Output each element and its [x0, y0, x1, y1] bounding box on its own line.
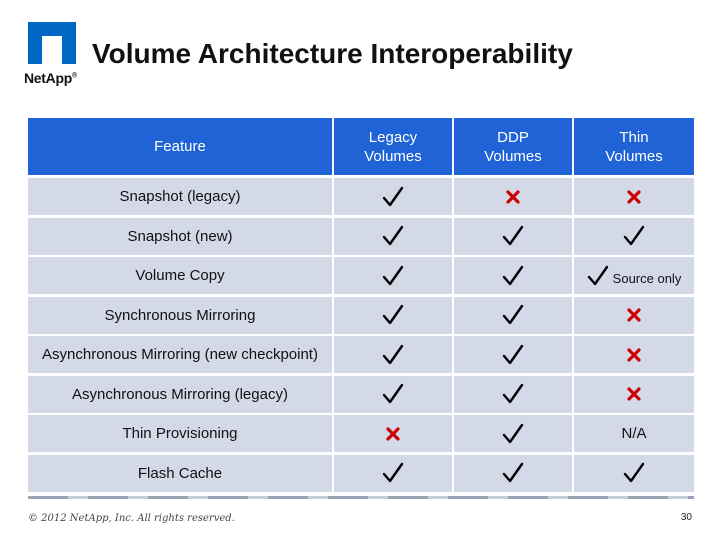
- thin-support-cell: [574, 178, 694, 215]
- support-text: N/A: [621, 425, 647, 442]
- check-icon: [502, 265, 524, 287]
- ddp-support-cell: [454, 454, 572, 492]
- legacy-support-cell: [334, 415, 452, 452]
- feature-cell: Snapshot (new): [28, 217, 332, 255]
- column-header-ddp-volumes: DDP Volumes: [454, 118, 572, 175]
- feature-cell: Synchronous Mirroring: [28, 296, 332, 334]
- check-icon: [382, 186, 404, 208]
- cross-icon: [505, 189, 521, 205]
- check-icon: [502, 383, 524, 405]
- column-header-thin-volumes: Thin Volumes: [574, 118, 694, 175]
- thin-support-cell: Source only: [574, 257, 694, 294]
- feature-cell: Thin Provisioning: [28, 415, 332, 452]
- logo-text: NetApp: [24, 70, 72, 86]
- legacy-support-cell: [334, 375, 452, 413]
- ddp-support-cell: [454, 415, 572, 452]
- page-title: Volume Architecture Interoperability: [92, 38, 573, 69]
- feature-cell: Snapshot (legacy): [28, 178, 332, 215]
- check-icon: [587, 265, 609, 287]
- check-icon: [382, 225, 404, 247]
- legacy-support-cell: [334, 336, 452, 373]
- table-row: Asynchronous Mirroring (legacy): [28, 375, 694, 413]
- legacy-support-cell: [334, 257, 452, 294]
- cross-icon: [626, 347, 642, 363]
- column-header-legacy-volumes: Legacy Volumes: [334, 118, 452, 175]
- table-row: Volume Copy Source only: [28, 257, 694, 294]
- cross-icon: [385, 426, 401, 442]
- ddp-support-cell: [454, 375, 572, 413]
- table-header-row: Feature Legacy Volumes DDP Volumes Thin …: [28, 118, 694, 175]
- netapp-logo-mark: [28, 22, 76, 64]
- thin-support-cell: [574, 336, 694, 373]
- feature-cell: Volume Copy: [28, 257, 332, 294]
- source-only-note: Source only: [612, 271, 682, 286]
- check-icon: [502, 462, 524, 484]
- thin-support-cell: [574, 217, 694, 255]
- netapp-logo: NetApp®: [24, 22, 80, 88]
- cross-icon: [626, 307, 642, 323]
- thin-support-cell: [574, 296, 694, 334]
- table-row: Snapshot (new): [28, 217, 694, 255]
- footer-divider: [28, 496, 694, 499]
- logo-wordmark: NetApp®: [24, 70, 77, 86]
- check-icon: [502, 304, 524, 326]
- check-icon: [382, 304, 404, 326]
- check-icon: [502, 225, 524, 247]
- cross-icon: [626, 386, 642, 402]
- check-icon: [382, 265, 404, 287]
- legacy-support-cell: [334, 454, 452, 492]
- table-row: Asynchronous Mirroring (new checkpoint): [28, 336, 694, 373]
- legacy-support-cell: [334, 217, 452, 255]
- cross-icon: [626, 189, 642, 205]
- ddp-support-cell: [454, 296, 572, 334]
- table-row: Snapshot (legacy): [28, 178, 694, 215]
- page-number: 30: [680, 512, 692, 523]
- ddp-support-cell: [454, 178, 572, 215]
- table-row: Synchronous Mirroring: [28, 296, 694, 334]
- check-icon: [623, 462, 645, 484]
- thin-support-cell: [574, 375, 694, 413]
- feature-cell: Asynchronous Mirroring (legacy): [28, 375, 332, 413]
- check-icon: [623, 225, 645, 247]
- feature-cell: Flash Cache: [28, 454, 332, 492]
- ddp-support-cell: [454, 257, 572, 294]
- column-header-feature: Feature: [28, 118, 332, 175]
- thin-support-cell: [574, 454, 694, 492]
- interoperability-table: Feature Legacy Volumes DDP Volumes Thin …: [28, 118, 694, 494]
- check-icon: [382, 383, 404, 405]
- table-row: Flash Cache: [28, 454, 694, 492]
- ddp-support-cell: [454, 217, 572, 255]
- check-icon: [502, 344, 524, 366]
- check-icon: [502, 423, 524, 445]
- check-icon: [382, 344, 404, 366]
- check-icon: [382, 462, 404, 484]
- copyright-notice: © 2012 NetApp, Inc. All rights reserved.: [28, 513, 235, 524]
- legacy-support-cell: [334, 296, 452, 334]
- table-row: Thin Provisioning N/A: [28, 415, 694, 452]
- feature-cell: Asynchronous Mirroring (new checkpoint): [28, 336, 332, 373]
- ddp-support-cell: [454, 336, 572, 373]
- thin-support-cell: N/A: [574, 415, 694, 452]
- legacy-support-cell: [334, 178, 452, 215]
